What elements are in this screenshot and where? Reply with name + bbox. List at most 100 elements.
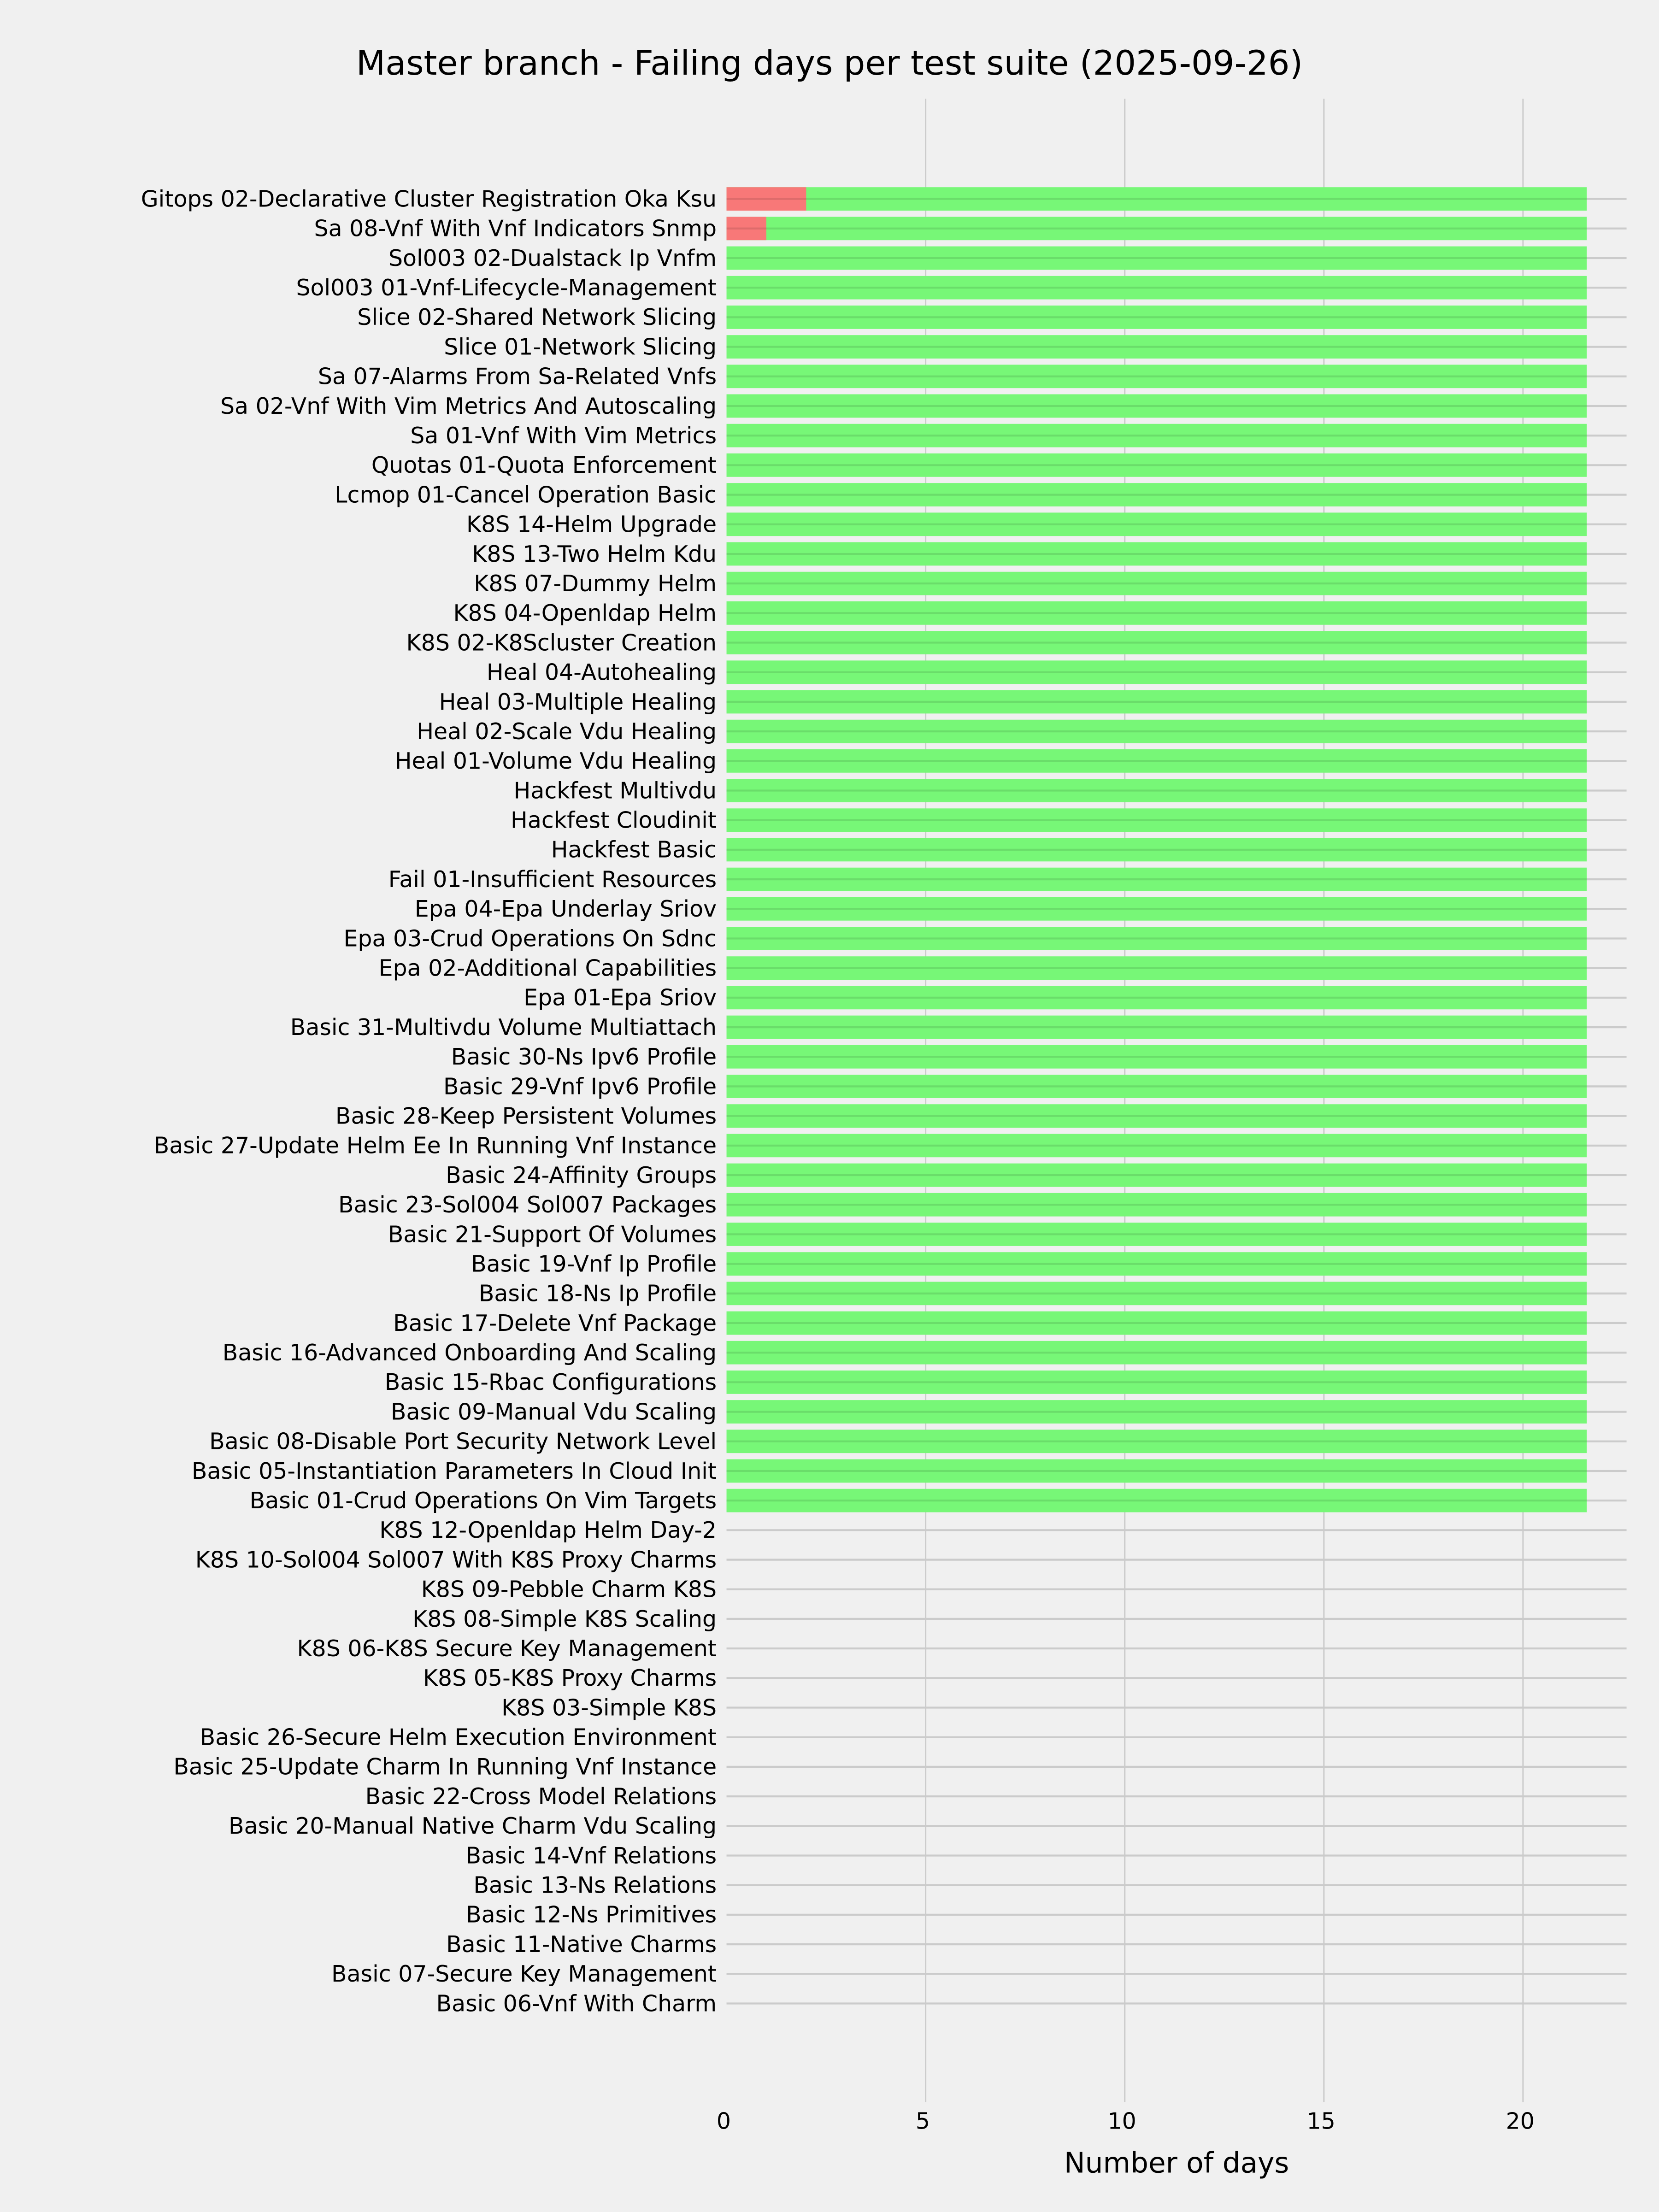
total-days-bar [726, 1488, 1587, 1512]
total-days-bar [726, 1459, 1587, 1483]
x-tick-label: 15 [1307, 2108, 1335, 2134]
total-days-bar [726, 867, 1587, 891]
test-suite-label: K8S 07-Dummy Helm [474, 571, 717, 597]
total-days-bar [726, 424, 1587, 447]
total-days-bar [726, 187, 1587, 211]
test-suite-label: K8S 09-Pebble Charm K8S [421, 1577, 717, 1603]
total-days-bar [726, 749, 1587, 773]
test-suite-label: Slice 02-Shared Network Slicing [357, 304, 717, 330]
test-suite-label: Basic 25-Update Charm In Running Vnf Ins… [173, 1754, 717, 1780]
total-days-bar [726, 808, 1587, 832]
failing-days-bar [726, 217, 766, 241]
total-days-bar [726, 838, 1587, 862]
test-suite-label: Basic 30-Ns Ipv6 Profile [451, 1044, 717, 1070]
total-days-bar [726, 690, 1587, 714]
total-days-bar [726, 571, 1587, 595]
test-suite-label: Epa 01-Epa Sriov [524, 985, 717, 1011]
total-days-bar [726, 1075, 1587, 1098]
test-suite-label: Epa 04-Epa Underlay Sriov [415, 896, 717, 922]
total-days-bar [726, 1134, 1587, 1158]
test-suite-label: Basic 27-Update Helm Ee In Running Vnf I… [154, 1133, 717, 1159]
total-days-bar [726, 335, 1587, 359]
test-suite-label: Epa 03-Crud Operations On Sdnc [343, 925, 717, 952]
test-suite-label: Heal 02-Scale Vdu Healing [417, 718, 717, 745]
test-suite-label: Basic 07-Secure Key Management [331, 1961, 717, 1987]
test-suite-label: Heal 04-Autohealing [487, 659, 717, 686]
chart-title: Master branch - Failing days per test su… [356, 44, 1303, 83]
test-suite-label: Quotas 01-Quota Enforcement [371, 452, 717, 478]
test-suite-label: Basic 18-Ns Ip Profile [479, 1281, 717, 1307]
test-suite-label: Heal 03-Multiple Healing [439, 689, 717, 715]
test-suite-label: K8S 06-K8S Secure Key Management [297, 1635, 717, 1662]
total-days-bar [726, 483, 1587, 506]
total-days-bar [726, 1430, 1587, 1453]
test-suite-label: Basic 20-Manual Native Charm Vdu Scaling [229, 1813, 717, 1839]
test-suite-label: Hackfest Cloudinit [511, 807, 717, 834]
test-suite-label: K8S 03-Simple K8S [501, 1694, 717, 1721]
test-suite-label: Basic 22-Cross Model Relations [365, 1783, 717, 1810]
test-suite-label: K8S 08-Simple K8S Scaling [412, 1606, 717, 1632]
test-suite-label: Heal 01-Volume Vdu Healing [395, 748, 717, 774]
test-suite-label: Basic 24-Affinity Groups [446, 1162, 717, 1188]
test-suite-label: Gitops 02-Declarative Cluster Registrati… [141, 186, 717, 212]
total-days-bar [726, 453, 1587, 477]
test-suite-label: Basic 09-Manual Vdu Scaling [391, 1399, 717, 1425]
total-days-bar [726, 631, 1587, 654]
test-suite-label: Sol003 01-Vnf-Lifecycle-Management [296, 275, 717, 301]
test-suite-label: Basic 16-Advanced Onboarding And Scaling [223, 1340, 717, 1366]
test-suite-label: Sa 07-Alarms From Sa-Related Vnfs [318, 364, 717, 390]
total-days-bar [726, 1311, 1587, 1335]
x-tick-label: 0 [717, 2108, 731, 2134]
test-suite-label: Basic 13-Ns Relations [473, 1872, 717, 1899]
test-suite-label: Basic 28-Keep Persistent Volumes [335, 1103, 717, 1129]
failing-days-bar [726, 187, 806, 211]
test-suite-label: Basic 17-Delete Vnf Package [393, 1310, 717, 1336]
y-tick-labels: Gitops 02-Declarative Cluster Registrati… [141, 186, 717, 2017]
test-suite-label: Sa 08-Vnf With Vnf Indicators Snmp [314, 216, 717, 242]
total-days-bar [726, 276, 1587, 300]
test-suite-label: Basic 15-Rbac Configurations [385, 1369, 717, 1395]
test-suite-label: Basic 05-Instantiation Parameters In Clo… [192, 1458, 717, 1484]
test-suite-label: K8S 02-K8Scluster Creation [406, 629, 717, 656]
total-days-bar [726, 1045, 1587, 1069]
test-suite-label: Basic 06-Vnf With Charm [436, 1990, 717, 2017]
x-tick-label: 5 [916, 2108, 930, 2134]
total-days-bar [726, 542, 1587, 566]
total-days-bar [726, 601, 1587, 625]
test-suite-label: K8S 05-K8S Proxy Charms [423, 1665, 717, 1691]
total-days-bar [726, 217, 1587, 241]
test-suite-label: Hackfest Multivdu [514, 777, 717, 804]
test-suite-label: Basic 14-Vnf Relations [466, 1842, 717, 1869]
test-suite-label: Epa 02-Additional Capabilities [379, 955, 717, 982]
total-days-bar [726, 1193, 1587, 1217]
total-days-bar [726, 1104, 1587, 1128]
total-days-bar [726, 956, 1587, 980]
test-suite-label: Sa 01-Vnf With Vim Metrics [410, 423, 717, 449]
test-suite-label: Fail 01-Insufficient Resources [388, 866, 717, 893]
test-suite-label: Basic 21-Support Of Volumes [388, 1221, 717, 1247]
total-days-bar [726, 1252, 1587, 1276]
total-days-bar [726, 719, 1587, 743]
test-suite-label: Basic 11-Native Charms [446, 1931, 717, 1958]
total-days-bar [726, 365, 1587, 388]
test-suite-label: Basic 31-Multivdu Volume Multiattach [290, 1014, 717, 1041]
x-axis-label: Number of days [1064, 2147, 1289, 2179]
x-tick-label: 10 [1107, 2108, 1136, 2134]
test-suite-label: K8S 10-Sol004 Sol007 With K8S Proxy Char… [195, 1547, 717, 1573]
total-days-bar [726, 660, 1587, 684]
test-suite-label: Basic 12-Ns Primitives [466, 1902, 717, 1928]
test-suite-label: Basic 29-Vnf Ipv6 Profile [443, 1073, 717, 1100]
test-suite-label: Sa 02-Vnf With Vim Metrics And Autoscali… [220, 393, 717, 419]
test-suite-label: Basic 19-Vnf Ip Profile [471, 1251, 717, 1277]
test-suite-label: Hackfest Basic [551, 837, 717, 863]
total-days-bar [726, 779, 1587, 802]
total-days-bar [726, 897, 1587, 921]
test-suite-label: K8S 13-Two Helm Kdu [472, 541, 717, 567]
test-suite-label: Basic 01-Crud Operations On Vim Targets [250, 1488, 717, 1514]
total-days-bar [726, 1370, 1587, 1394]
total-days-bar [726, 1015, 1587, 1039]
x-tick-label: 20 [1506, 2108, 1535, 2134]
gridline-overlay [726, 198, 1587, 1502]
test-suite-label: Basic 26-Secure Helm Execution Environme… [200, 1724, 717, 1751]
